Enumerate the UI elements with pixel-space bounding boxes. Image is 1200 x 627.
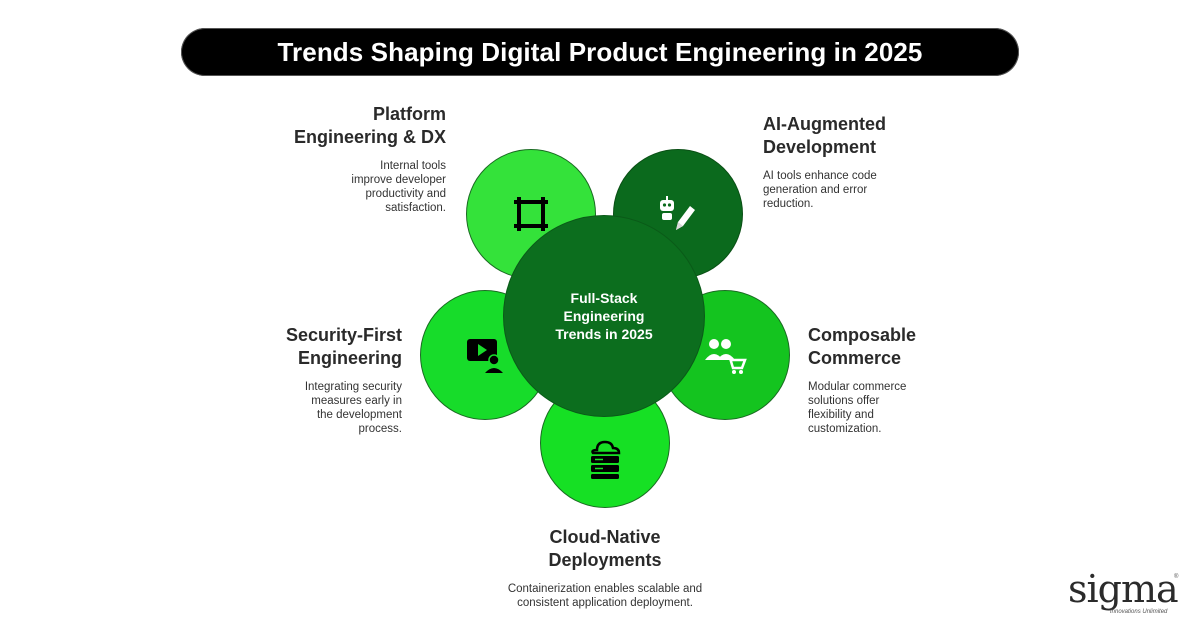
composable-title: Composable Commerce (808, 325, 917, 368)
security-description: Integrating security measures early in t… (304, 381, 402, 435)
platform-label: Platform Engineering & DX Internal tools… (256, 103, 446, 215)
page-title: Trends Shaping Digital Product Engineeri… (277, 36, 923, 67)
logo-text: sigma (1068, 567, 1179, 611)
sigma-logo: sigma Innovations Unlimited ® (1068, 567, 1184, 618)
composable-label: Composable Commerce Modular commerce sol… (808, 324, 958, 436)
platform-description: Internal tools improve developer product… (351, 160, 446, 214)
ai-title: AI-Augmented Development (763, 114, 886, 157)
users-cart-icon (705, 339, 747, 374)
frame-icon (514, 197, 548, 231)
ai-label: AI-Augmented Development AI tools enhanc… (763, 113, 953, 211)
security-label: Security-First Engineering Integrating s… (252, 324, 402, 436)
robot-pencil-icon (660, 196, 695, 230)
cloud-title: Cloud-Native Deployments (548, 527, 662, 570)
ai-description: AI tools enhance code generation and err… (763, 170, 877, 210)
title-banner: Trends Shaping Digital Product Engineeri… (181, 28, 1019, 76)
composable-description: Modular commerce solutions offer flexibi… (808, 381, 907, 435)
platform-title: Platform Engineering & DX (293, 104, 446, 147)
cloud-description: Containerization enables scalable and co… (507, 583, 703, 609)
cloud-label: Cloud-Native Deployments Containerizatio… (480, 526, 730, 610)
center-label: Full-Stack Engineering Trends in 2025 (555, 290, 653, 342)
registered-mark: ® (1174, 574, 1179, 580)
logo-tagline: Innovations Unlimited (1110, 609, 1168, 615)
security-title: Security-First Engineering (285, 325, 402, 368)
center-circle: Full-Stack Engineering Trends in 2025 (503, 215, 705, 417)
video-user-icon (467, 339, 503, 373)
cloud-server-icon (591, 441, 621, 480)
